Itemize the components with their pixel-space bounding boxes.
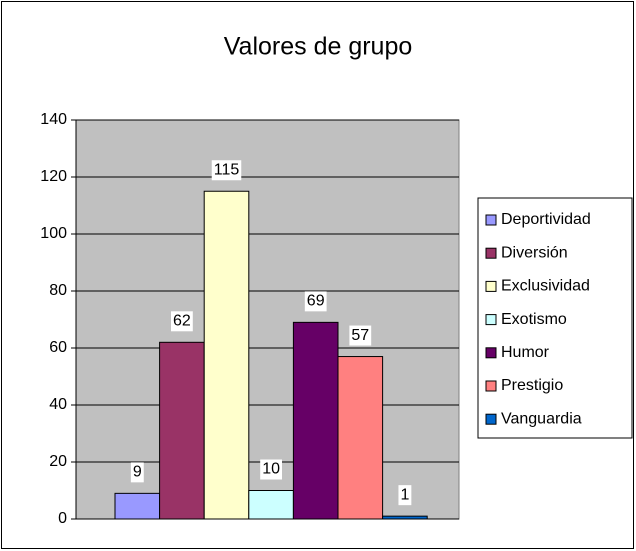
y-tick-label: 40 (49, 396, 67, 413)
legend-label: Diversión (501, 244, 568, 261)
legend-label: Humor (501, 344, 550, 361)
legend-label: Deportividad (501, 211, 591, 228)
bar (292, 321, 339, 520)
data-label-bg (171, 311, 193, 332)
plot-area (75, 119, 460, 520)
data-label: 9 (133, 464, 142, 481)
data-label-bg (130, 462, 144, 483)
y-tick-label: 140 (40, 111, 67, 128)
y-tick-label: 0 (58, 510, 67, 527)
legend-swatch (485, 214, 497, 226)
bar (203, 190, 250, 520)
legend-swatch (485, 247, 497, 259)
data-label-bg (304, 291, 327, 312)
y-tick-label: 120 (40, 168, 67, 185)
bar (337, 356, 384, 520)
data-label: 1 (400, 486, 409, 503)
data-label-bg (260, 459, 282, 480)
legend-swatch (485, 347, 497, 359)
y-tick-label: 100 (40, 225, 67, 242)
data-label: 115 (214, 161, 240, 178)
data-label: 10 (262, 461, 280, 478)
y-tick-label: 80 (49, 282, 67, 299)
data-label: 69 (307, 293, 325, 310)
legend-swatch (485, 380, 497, 392)
y-tick-label: 20 (49, 453, 67, 470)
data-label: 62 (173, 313, 191, 330)
bar (159, 341, 205, 520)
legend-label: Exclusividad (501, 278, 590, 295)
legend-swatch (485, 314, 497, 326)
data-label-bg (398, 485, 412, 506)
data-label: 57 (351, 327, 369, 344)
legend (477, 197, 633, 439)
data-label-bg (349, 325, 372, 346)
y-tick-label: 60 (49, 339, 67, 356)
chart-title: Valores de grupo (224, 33, 413, 61)
legend-swatch (485, 413, 497, 425)
legend-label: Vanguardia (501, 410, 582, 427)
bar (248, 490, 294, 520)
data-label-bg (211, 160, 242, 181)
legend-swatch (485, 280, 497, 292)
bar (114, 492, 161, 520)
legend-label: Prestigio (501, 377, 563, 394)
legend-label: Exotismo (501, 311, 567, 328)
